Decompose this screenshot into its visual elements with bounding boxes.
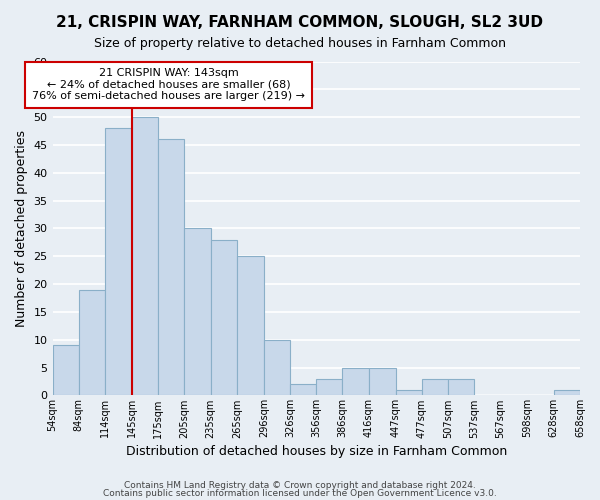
Text: Contains public sector information licensed under the Open Government Licence v3: Contains public sector information licen… (103, 489, 497, 498)
Text: Size of property relative to detached houses in Farnham Common: Size of property relative to detached ho… (94, 38, 506, 51)
Bar (290, 384, 316, 396)
Bar (79, 290, 105, 396)
Bar (132, 117, 158, 396)
Bar (158, 140, 184, 396)
Bar (264, 340, 290, 396)
Bar (396, 390, 422, 396)
Bar (184, 228, 211, 396)
Bar (211, 240, 237, 396)
Bar (316, 378, 343, 396)
Bar (368, 368, 396, 396)
Y-axis label: Number of detached properties: Number of detached properties (15, 130, 28, 327)
Text: 21, CRISPIN WAY, FARNHAM COMMON, SLOUGH, SL2 3UD: 21, CRISPIN WAY, FARNHAM COMMON, SLOUGH,… (56, 15, 544, 30)
Bar (554, 390, 580, 396)
Bar (422, 378, 448, 396)
Bar (448, 378, 475, 396)
Bar (105, 128, 132, 396)
Bar (53, 346, 79, 396)
Bar (343, 368, 368, 396)
X-axis label: Distribution of detached houses by size in Farnham Common: Distribution of detached houses by size … (125, 444, 507, 458)
Bar (237, 256, 264, 396)
Text: Contains HM Land Registry data © Crown copyright and database right 2024.: Contains HM Land Registry data © Crown c… (124, 480, 476, 490)
Text: 21 CRISPIN WAY: 143sqm
← 24% of detached houses are smaller (68)
76% of semi-det: 21 CRISPIN WAY: 143sqm ← 24% of detached… (32, 68, 305, 102)
